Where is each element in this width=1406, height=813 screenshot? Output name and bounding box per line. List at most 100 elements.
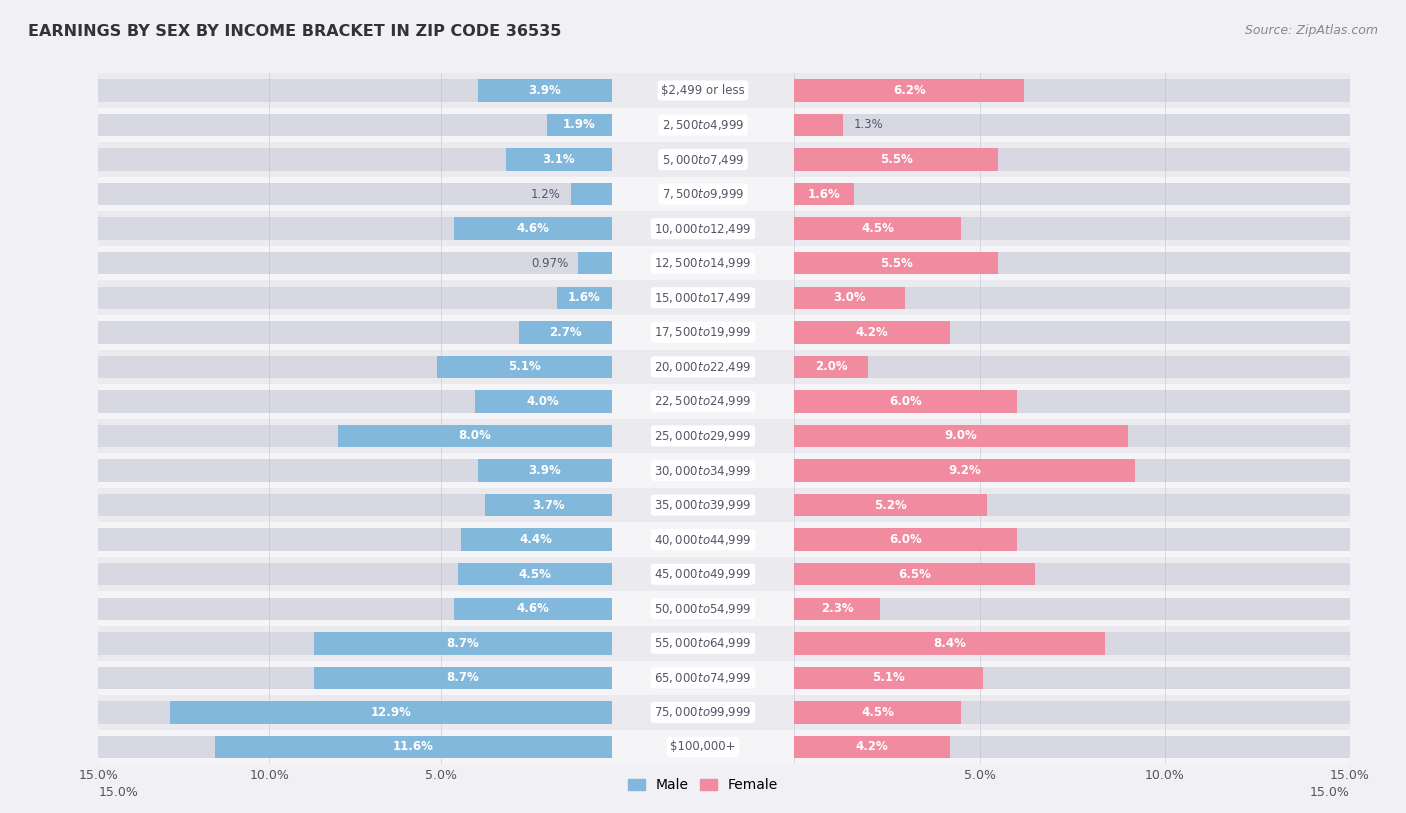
Text: 2.3%: 2.3%	[821, 602, 853, 615]
Bar	[794, 280, 1350, 315]
Bar	[612, 591, 794, 626]
Bar	[98, 148, 612, 171]
Bar	[612, 73, 794, 107]
Bar	[98, 79, 612, 102]
Bar	[98, 736, 612, 759]
Text: 5.5%: 5.5%	[880, 153, 912, 166]
Bar	[794, 493, 1350, 516]
Bar	[794, 695, 1350, 729]
Text: $22,500 to $24,999: $22,500 to $24,999	[654, 394, 752, 408]
Text: Source: ZipAtlas.com: Source: ZipAtlas.com	[1244, 24, 1378, 37]
Text: 3.7%: 3.7%	[531, 498, 565, 511]
Text: 4.6%: 4.6%	[516, 222, 550, 235]
Text: $35,000 to $39,999: $35,000 to $39,999	[654, 498, 752, 512]
Bar	[794, 660, 1350, 695]
Bar	[98, 557, 612, 591]
Bar	[98, 591, 612, 626]
Text: $55,000 to $64,999: $55,000 to $64,999	[654, 637, 752, 650]
Bar	[98, 660, 612, 695]
Bar	[98, 667, 612, 689]
Bar	[794, 350, 1350, 384]
Bar	[794, 384, 1350, 419]
Bar	[337, 424, 612, 447]
Text: 9.0%: 9.0%	[945, 429, 977, 442]
Bar	[794, 667, 1350, 689]
Bar	[794, 488, 1350, 522]
Bar	[506, 148, 612, 171]
Bar	[98, 211, 612, 246]
Text: 4.5%: 4.5%	[862, 706, 894, 719]
Bar	[98, 459, 612, 482]
Bar	[794, 598, 880, 620]
Bar	[547, 114, 612, 137]
Bar	[794, 701, 962, 724]
Bar	[794, 453, 1350, 488]
Bar	[794, 355, 869, 378]
Text: 4.2%: 4.2%	[856, 326, 889, 339]
Bar	[794, 557, 1350, 591]
Bar	[98, 73, 612, 107]
Text: $5,000 to $7,499: $5,000 to $7,499	[662, 153, 744, 167]
Bar	[612, 453, 794, 488]
Bar	[612, 350, 794, 384]
Bar	[794, 286, 905, 309]
Bar	[794, 217, 1350, 240]
Bar	[612, 729, 794, 764]
Text: 1.9%: 1.9%	[562, 119, 596, 132]
Text: 2.7%: 2.7%	[550, 326, 582, 339]
Text: 3.9%: 3.9%	[529, 464, 561, 477]
Bar	[794, 390, 1017, 413]
Text: 1.6%: 1.6%	[807, 188, 841, 201]
Bar	[98, 563, 612, 585]
Text: 3.1%: 3.1%	[543, 153, 575, 166]
Bar	[612, 315, 794, 350]
Bar	[98, 695, 612, 729]
Bar	[478, 79, 612, 102]
Text: 6.0%: 6.0%	[889, 533, 922, 546]
Text: $17,500 to $19,999: $17,500 to $19,999	[654, 325, 752, 339]
Bar	[794, 246, 1350, 280]
Text: $40,000 to $44,999: $40,000 to $44,999	[654, 533, 752, 546]
Bar	[612, 488, 794, 522]
Text: 1.3%: 1.3%	[853, 119, 883, 132]
Text: 3.9%: 3.9%	[529, 84, 561, 97]
Text: $75,000 to $99,999: $75,000 to $99,999	[654, 706, 752, 720]
Bar	[612, 246, 794, 280]
Bar	[98, 321, 612, 344]
Bar	[794, 355, 1350, 378]
Bar	[98, 493, 612, 516]
Bar	[794, 701, 1350, 724]
Bar	[461, 528, 612, 551]
Bar	[98, 632, 612, 654]
Bar	[612, 419, 794, 453]
Bar	[98, 107, 612, 142]
Text: 8.4%: 8.4%	[934, 637, 966, 650]
Bar	[478, 459, 612, 482]
Bar	[98, 176, 612, 211]
Bar	[794, 424, 1350, 447]
Bar	[454, 217, 612, 240]
Bar	[612, 280, 794, 315]
Bar	[557, 286, 612, 309]
Bar	[794, 211, 1350, 246]
Bar	[794, 419, 1350, 453]
Bar	[794, 217, 962, 240]
Text: 1.6%: 1.6%	[568, 291, 600, 304]
Bar	[794, 528, 1017, 551]
Text: 6.0%: 6.0%	[889, 395, 922, 408]
Bar	[98, 453, 612, 488]
Bar	[170, 701, 612, 724]
Bar	[794, 114, 1350, 137]
Text: 5.1%: 5.1%	[508, 360, 541, 373]
Text: 4.6%: 4.6%	[516, 602, 550, 615]
Bar	[98, 488, 612, 522]
Bar	[612, 557, 794, 591]
Text: $20,000 to $22,499: $20,000 to $22,499	[654, 360, 752, 374]
Text: 9.2%: 9.2%	[948, 464, 981, 477]
Bar	[612, 626, 794, 660]
Text: 4.4%: 4.4%	[520, 533, 553, 546]
Text: $65,000 to $74,999: $65,000 to $74,999	[654, 671, 752, 685]
Bar	[98, 701, 612, 724]
Text: 5.2%: 5.2%	[875, 498, 907, 511]
Bar	[794, 667, 983, 689]
